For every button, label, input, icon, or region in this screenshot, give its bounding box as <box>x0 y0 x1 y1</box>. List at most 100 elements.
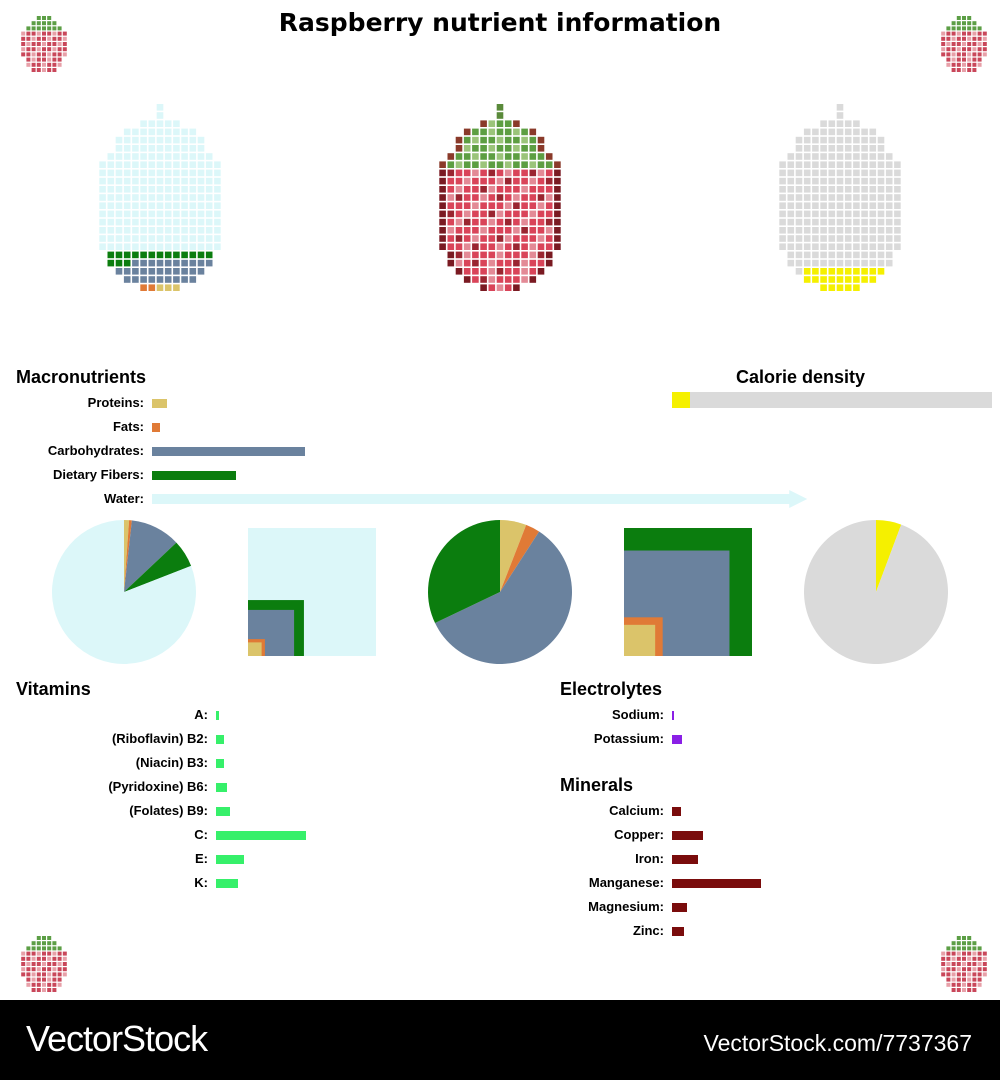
icon-cell <box>977 57 982 62</box>
pixel-cell <box>504 194 512 201</box>
pixel-cell <box>545 153 553 160</box>
pixel-cell <box>496 227 504 234</box>
icon-cell <box>982 52 987 57</box>
pixel-cell <box>853 284 860 291</box>
pixel-cell <box>447 186 455 193</box>
icon-cell <box>42 68 46 72</box>
pixel-cell <box>164 136 172 144</box>
pixel-cell <box>189 276 197 283</box>
pixel-cell <box>836 251 844 259</box>
pixel-cell <box>504 145 512 152</box>
pixel-cell <box>132 202 139 209</box>
pixel-cell <box>869 186 877 193</box>
pixel-cell <box>480 251 487 259</box>
icon-cell <box>946 956 951 961</box>
pixel-cell <box>156 120 164 127</box>
icon-cell <box>941 972 946 977</box>
pixel-cell <box>205 227 213 234</box>
icon-cell <box>36 36 41 41</box>
pixel-cell <box>853 243 860 250</box>
icon-cell <box>36 972 41 977</box>
pie-slice <box>803 520 948 665</box>
pixel-cell <box>894 177 901 185</box>
pixel-cell <box>164 243 172 250</box>
pixel-cell <box>877 169 885 177</box>
pixel-cell <box>820 259 827 267</box>
pixel-cell <box>189 153 197 160</box>
pixel-cell <box>894 194 901 201</box>
icon-cell <box>941 951 946 956</box>
icon-cell <box>946 946 951 951</box>
pixel-cell <box>844 120 852 127</box>
pixel-cell <box>123 202 131 209</box>
icon-cell <box>47 946 52 951</box>
icon-cell <box>946 42 951 46</box>
pixel-cell <box>853 136 860 144</box>
pixel-cell <box>828 202 836 209</box>
pixel-cell <box>132 276 139 283</box>
raspberry-icon <box>941 936 987 992</box>
pixel-cell <box>480 169 487 177</box>
pixel-cell <box>148 259 156 267</box>
icon-cell <box>57 977 62 982</box>
pixel-cell <box>107 243 115 250</box>
pixel-cell <box>181 276 188 283</box>
pixel-cell <box>877 243 885 250</box>
pixel-cell <box>439 210 446 218</box>
pixel-cell <box>148 186 156 193</box>
pixel-cell <box>205 218 213 226</box>
bar <box>152 470 236 480</box>
bar-label: (Pyridoxine) B6: <box>108 779 208 794</box>
pixel-cell <box>795 243 803 250</box>
pixel-cell <box>132 210 139 218</box>
pixel-cell <box>455 268 463 275</box>
pixel-cell <box>173 251 180 259</box>
icon-cell <box>977 26 982 31</box>
pixel-cell <box>836 194 844 201</box>
pixel-cell <box>513 169 520 177</box>
pixel-cell <box>521 251 528 259</box>
icon-cell <box>26 57 31 62</box>
icon-cell <box>962 941 966 946</box>
pixel-cell <box>148 194 156 201</box>
pixel-cell <box>447 259 455 267</box>
pixel-cell <box>132 153 139 160</box>
pixel-cell <box>148 243 156 250</box>
pixel-cell <box>779 210 786 218</box>
pixel-cell <box>173 276 180 283</box>
pixel-cell <box>812 153 819 160</box>
pixel-cell <box>828 136 836 144</box>
pixel-cell <box>455 227 463 234</box>
pixel-cell <box>844 276 852 283</box>
pixel-cell <box>189 210 197 218</box>
pixel-cell <box>140 227 147 234</box>
pixel-cell <box>148 169 156 177</box>
pixel-cell <box>107 259 115 267</box>
icon-cell <box>982 956 987 961</box>
icon-cell <box>972 62 977 67</box>
pixel-cell <box>115 194 123 201</box>
pixel-cell <box>439 161 446 168</box>
icon-cell <box>21 972 26 977</box>
icon-cell <box>972 972 977 977</box>
icon-cell <box>967 951 972 956</box>
pixel-cell <box>836 112 844 119</box>
pixel-cell <box>123 251 131 259</box>
icon-cell <box>36 936 41 940</box>
pixel-cell <box>156 284 164 291</box>
pixel-cell <box>894 186 901 193</box>
pixel-cell <box>504 210 512 218</box>
pixel-cell <box>885 218 893 226</box>
icon-cell <box>31 988 36 992</box>
pixel-cell <box>447 177 455 185</box>
icon-cell <box>26 962 31 966</box>
pixel-cell <box>472 128 479 136</box>
pixel-cell <box>554 243 561 250</box>
pixel-cell <box>529 128 537 136</box>
pixel-cell <box>140 169 147 177</box>
pixel-cell <box>164 284 172 291</box>
pixel-cell <box>504 235 512 242</box>
pixel-cell <box>480 210 487 218</box>
pixel-cell <box>148 177 156 185</box>
pixel-cell <box>99 235 106 242</box>
